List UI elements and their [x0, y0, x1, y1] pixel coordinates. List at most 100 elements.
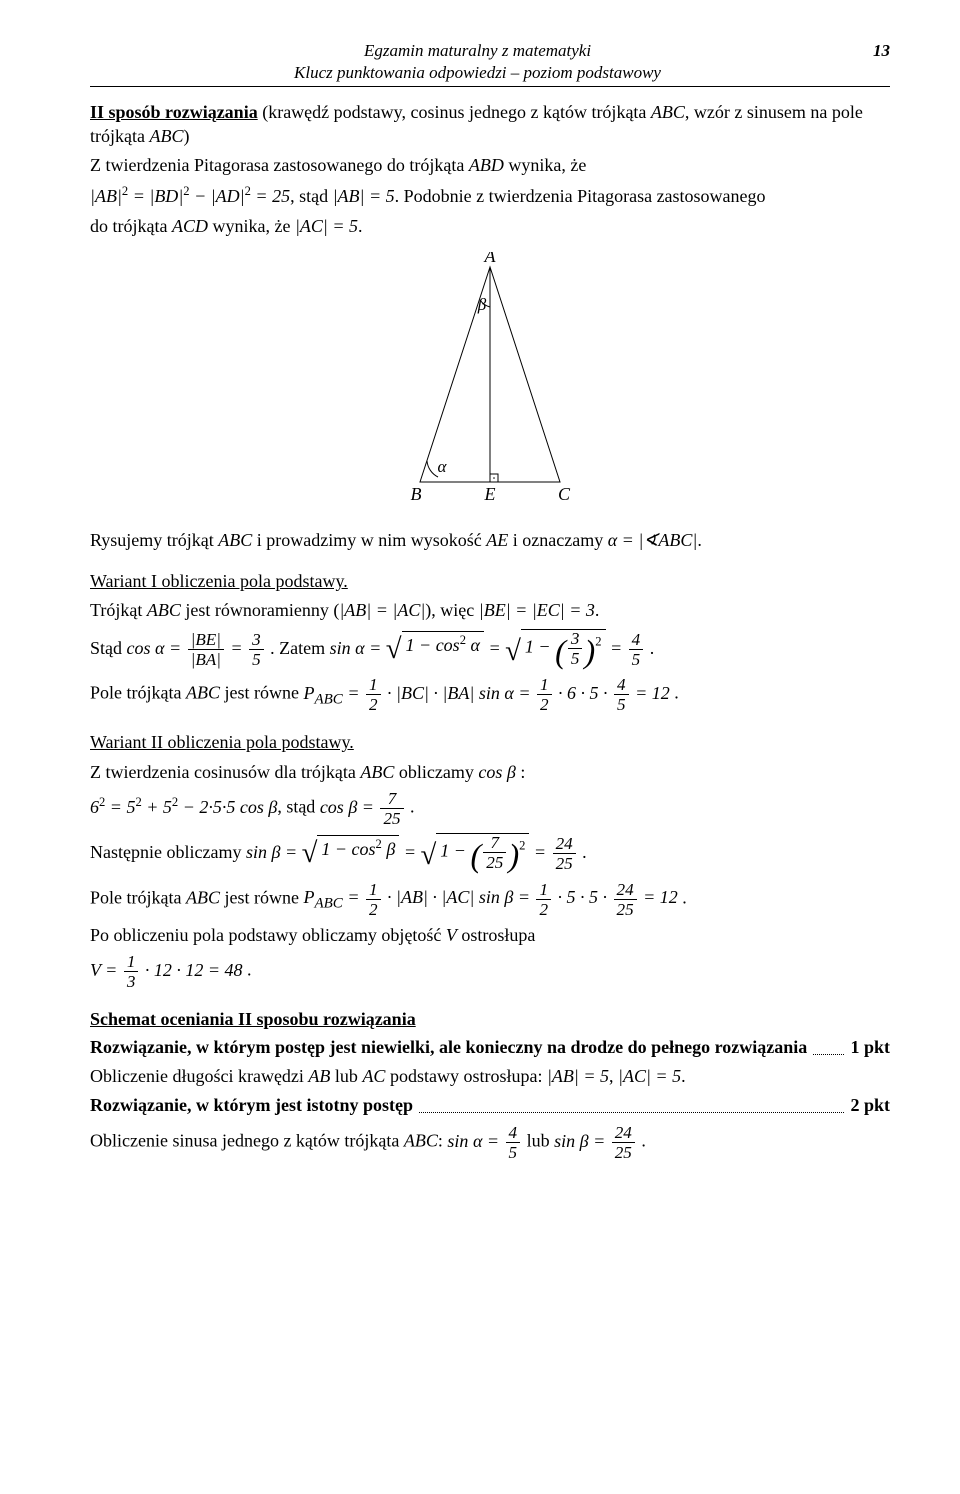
intro-line3: do trójkąta ACD wynika, że |AC| = 5.	[90, 215, 890, 238]
schema-r2-sub: Obliczenie sinusa jednego z kątów trójką…	[90, 1124, 890, 1161]
triangle-svg: A β α B E C	[390, 252, 590, 512]
v1-abc2: ABC	[186, 683, 220, 703]
dot1: .	[358, 216, 363, 236]
v2-48: 48	[225, 960, 243, 980]
v2-abc2: ABC	[186, 887, 220, 907]
v2-eqline: 62 = 52 + 52 − 2·5·5 cos β, stąd cos β =…	[90, 790, 890, 827]
at-dot: .	[697, 530, 702, 550]
v1-line3: Pole trójkąta ABC jest równe PABC = 12 ·…	[90, 676, 890, 713]
intro-desc3: )	[183, 126, 189, 146]
v1-id: 5	[568, 649, 583, 667]
acd: ACD	[172, 216, 208, 236]
v1-45n: 4	[629, 631, 644, 650]
v2-25b: 25	[553, 854, 576, 872]
v1-l3b: jest równe	[220, 683, 303, 703]
v1-dot: .	[595, 600, 600, 620]
v1-45d: 5	[629, 650, 644, 668]
s2b: :	[438, 1131, 448, 1151]
schema-r1-label: Rozwiązanie, w którym postęp jest niewie…	[90, 1036, 807, 1059]
label-A: A	[484, 252, 497, 266]
schema-r1-sub: Obliczenie długości krawędzi AB lub AC p…	[90, 1065, 890, 1088]
v1-hn: 1	[366, 676, 381, 695]
v2-line1: Z twierdzenia cosinusów dla trójkąta ABC…	[90, 761, 890, 784]
v2-l4a: Po obliczeniu pola podstawy obliczamy ob…	[90, 925, 446, 945]
s2-f2d: 25	[612, 1143, 635, 1161]
at-ae: AE	[486, 530, 508, 550]
v2-l1: Z twierdzenia cosinusów dla trójkąta	[90, 762, 360, 782]
at-abc: ABC	[218, 530, 252, 550]
v1-45d2: 5	[614, 695, 629, 713]
intro-eq1: |AB|2 = |BD|2 − |AD|2 = 25, stąd |AB| = …	[90, 183, 890, 208]
at2: i prowadzimy w nim wysokość	[252, 530, 486, 550]
v1-hd2: 2	[537, 695, 552, 713]
v2-colon: :	[516, 762, 526, 782]
v2-12b: 12	[185, 960, 203, 980]
v2-title: Wariant II obliczenia pola podstawy.	[90, 732, 354, 752]
v2-id: 25	[483, 853, 506, 871]
header-title: Egzamin maturalny z matematyki Klucz pun…	[90, 40, 865, 84]
triangle-figure: A β α B E C	[90, 252, 890, 518]
v1-12: 12	[652, 683, 670, 703]
v2-l1b: obliczamy	[394, 762, 478, 782]
v1-line2: Stąd cos α = |BE||BA| = 35 . Zatem sin α…	[90, 629, 890, 670]
v1-45n2: 4	[614, 676, 629, 695]
schema-row2: Rozwiązanie, w którym jest istotny postę…	[90, 1094, 890, 1117]
v1-l1b: jest równoramienny (	[181, 600, 339, 620]
label-E: E	[484, 484, 496, 504]
v2-line3: Pole trójkąta ABC jest równe PABC = 12 ·…	[90, 881, 890, 918]
v1-line1: Trójkąt ABC jest równoramienny (|AB| = |…	[90, 599, 890, 622]
s1b: podstawy ostrosłupa:	[385, 1066, 547, 1086]
v2-5b: 5	[589, 887, 598, 907]
v2-stod: , stąd	[277, 797, 320, 817]
s1-ab: AB	[308, 1066, 330, 1086]
intro-paragraph: II sposób rozwiązania (krawędź podstawy,…	[90, 101, 890, 148]
eq1-mid: , stąd	[290, 186, 333, 206]
v1-hd: 2	[366, 695, 381, 713]
v1-35n: 3	[249, 631, 264, 650]
schema-r1-pts: 1 pkt	[850, 1036, 890, 1059]
schema-row1: Rozwiązanie, w którym postęp jest niewie…	[90, 1036, 890, 1059]
schema-title: Schemat oceniania II sposobu rozwiązania	[90, 1008, 890, 1031]
variant1-title: Wariant I obliczenia pola podstawy.	[90, 570, 890, 593]
s1-ac: AC	[362, 1066, 385, 1086]
v2-hd: 2	[366, 900, 381, 918]
v1-l1c: ), więc	[425, 600, 478, 620]
label-alpha: α	[438, 457, 448, 476]
v2-hn: 1	[366, 881, 381, 900]
v2-line4: Po obliczeniu pola podstawy obliczamy ob…	[90, 924, 890, 947]
v1-l3a: Pole trójkąta	[90, 683, 186, 703]
v2-in: 7	[483, 834, 506, 853]
v2-24b: 24	[614, 881, 637, 900]
v2-volume: V = 13 · 12 · 12 = 48 .	[90, 953, 890, 990]
s2-lub: lub	[527, 1131, 555, 1151]
v2-l4b: ostrosłupa	[457, 925, 536, 945]
page-header: Egzamin maturalny z matematyki Klucz pun…	[90, 40, 890, 87]
intro-line2: Z twierdzenia Pitagorasa zastosowanego d…	[90, 154, 890, 177]
s2-f1d: 5	[506, 1143, 521, 1161]
s2-f1n: 4	[506, 1124, 521, 1143]
v1-l1a: Trójkąt	[90, 600, 147, 620]
v2-24: 24	[553, 835, 576, 854]
variant2-title: Wariant II obliczenia pola podstawy.	[90, 731, 890, 754]
page-number: 13	[873, 40, 890, 84]
v1-five: 5	[590, 683, 599, 703]
v2-abc: ABC	[360, 762, 394, 782]
s1-comma: ,	[609, 1066, 618, 1086]
v2-l3b: jest równe	[220, 887, 303, 907]
intro-desc1: (krawędź podstawy, cosinus jednego z kąt…	[258, 102, 651, 122]
at3: i oznaczamy	[508, 530, 607, 550]
dots-1	[813, 1036, 844, 1055]
v1-six: 6	[567, 683, 576, 703]
v1-psub: ABC	[314, 691, 342, 707]
v2-5a: 5	[567, 887, 576, 907]
intro-abc2: ABC	[149, 126, 183, 146]
header-line2: Klucz punktowania odpowiedzi – poziom po…	[294, 63, 661, 82]
label-beta: β	[477, 295, 487, 314]
dots-2	[419, 1094, 845, 1113]
at1: Rysujemy trójkąt	[90, 530, 218, 550]
label-C: C	[558, 484, 571, 504]
label-B: B	[411, 484, 422, 504]
s1-or: lub	[330, 1066, 362, 1086]
v2-V: V	[446, 925, 457, 945]
l2b: wynika, że	[504, 155, 586, 175]
